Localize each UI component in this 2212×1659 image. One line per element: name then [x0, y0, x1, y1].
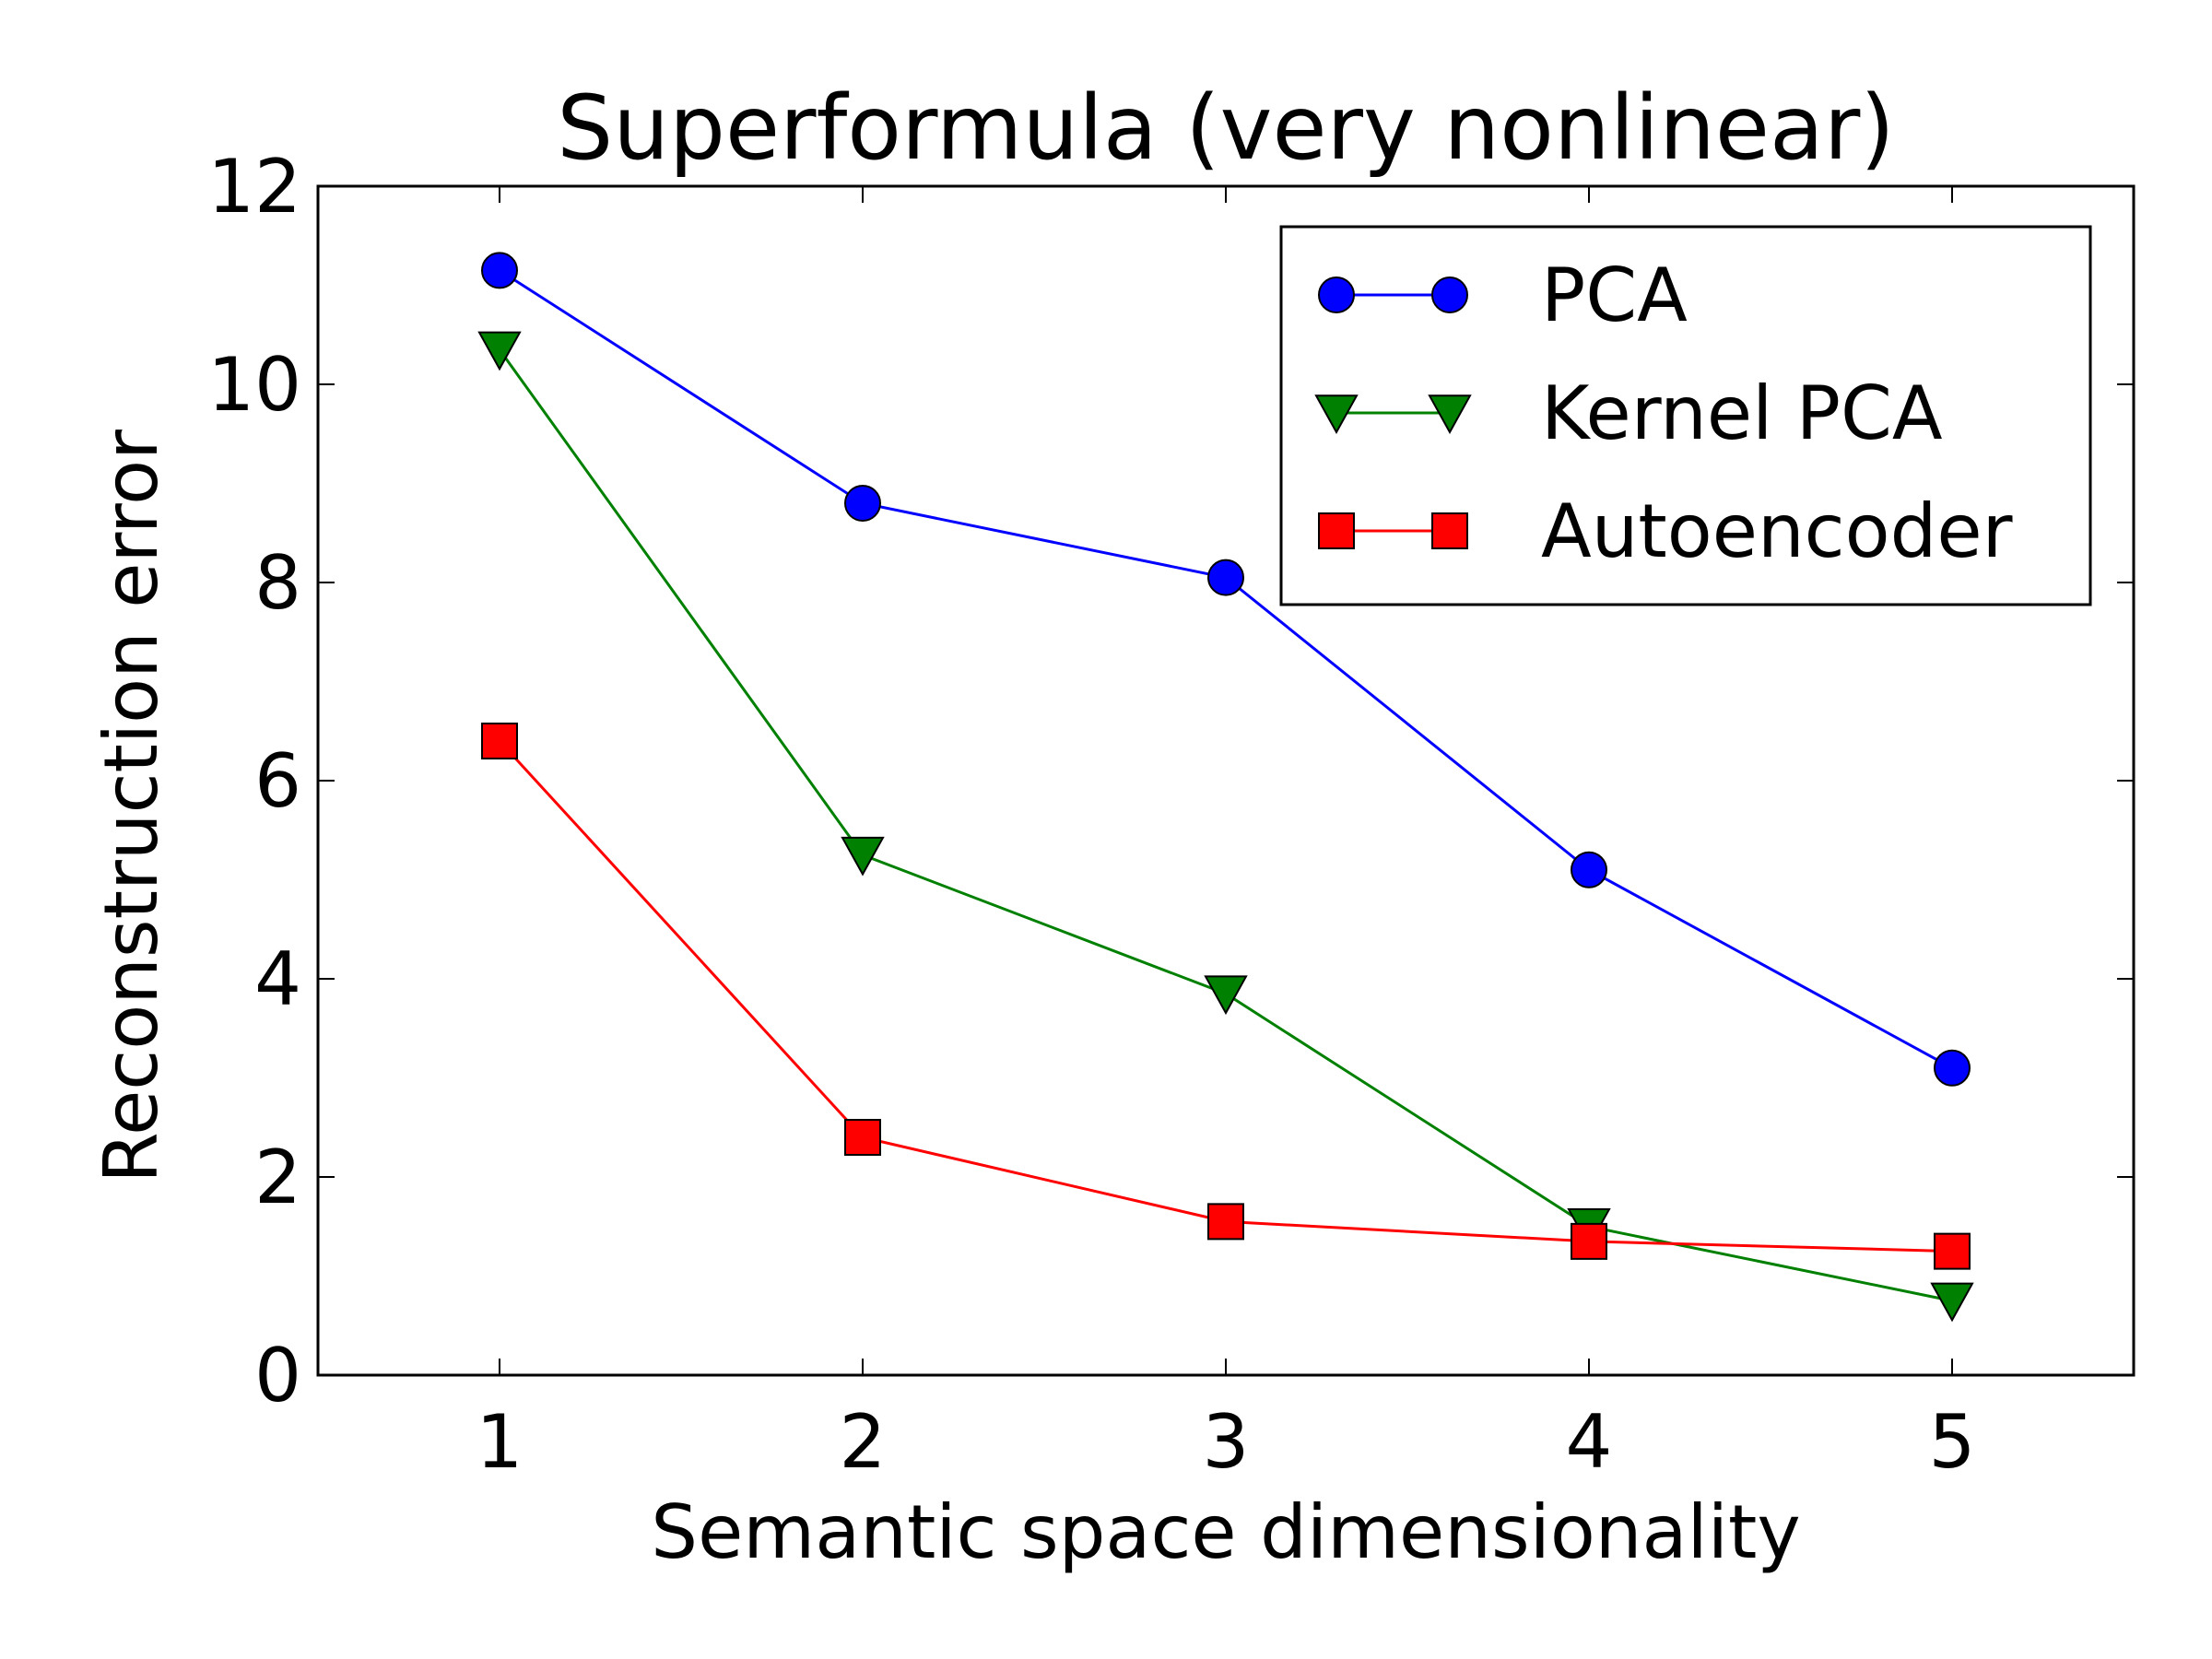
data-point-kernel-pca-2	[841, 836, 885, 877]
series-kernel-pca	[477, 331, 1974, 1323]
y-tick-label-2: 2	[254, 1135, 301, 1220]
data-point-autoencoder-5	[1934, 1232, 1971, 1270]
legend-marker-left-pca	[1318, 276, 1355, 313]
legend-marker-left-kernel-pca	[1314, 394, 1359, 434]
legend-label-pca: PCA	[1541, 253, 1688, 338]
data-point-pca-2	[844, 485, 881, 522]
data-point-kernel-pca-1	[477, 331, 522, 371]
x-tick-label-1: 1	[477, 1399, 524, 1485]
data-point-pca-5	[1934, 1049, 1971, 1087]
series-autoencoder	[481, 723, 1971, 1270]
x-axis-label: Semantic space dimensionality	[651, 1489, 1800, 1575]
data-point-autoencoder-4	[1571, 1222, 1607, 1260]
y-tick-label-12: 12	[207, 144, 301, 229]
y-tick-label-6: 6	[254, 738, 301, 824]
legend-label-kernel-pca: Kernel PCA	[1541, 371, 1943, 456]
series-pca	[481, 252, 1971, 1087]
data-point-autoencoder-1	[481, 723, 518, 759]
legend-box	[1279, 225, 2092, 606]
x-tick-label-3: 3	[1203, 1399, 1250, 1485]
x-tick-label-4: 4	[1566, 1399, 1613, 1485]
legend-label-autoencoder: Autoencoder	[1541, 488, 2013, 574]
y-tick-label-4: 4	[254, 936, 301, 1022]
data-point-pca-4	[1571, 851, 1607, 888]
chart-title: Superformula (very nonlinear)	[557, 76, 1894, 180]
legend: PCA Kernel PCA Autoencoder	[1279, 225, 2092, 606]
legend-marker-right-kernel-pca	[1428, 394, 1472, 434]
legend-item-kernel-pca: Kernel PCA	[1314, 371, 1943, 456]
data-point-kernel-pca-5	[1930, 1282, 1974, 1323]
data-point-autoencoder-3	[1207, 1203, 1244, 1241]
y-axis-label: Reconstruction error	[88, 429, 174, 1183]
y-tick-label-10: 10	[207, 342, 301, 428]
legend-marker-left-autoencoder	[1318, 512, 1355, 549]
data-point-autoencoder-2	[844, 1119, 881, 1156]
y-tick-label-0: 0	[254, 1333, 301, 1418]
x-tick-label-5: 5	[1929, 1399, 1976, 1485]
series-layer	[477, 252, 1974, 1323]
x-tick-label-2: 2	[840, 1399, 887, 1485]
data-point-pca-1	[481, 252, 518, 289]
legend-marker-right-pca	[1431, 276, 1468, 313]
data-point-pca-3	[1207, 559, 1244, 596]
y-tick-label-8: 8	[254, 540, 301, 626]
legend-marker-right-autoencoder	[1431, 512, 1468, 549]
legend-item-autoencoder: Autoencoder	[1318, 488, 2013, 574]
legend-item-pca: PCA	[1318, 253, 1688, 338]
data-point-kernel-pca-3	[1204, 975, 1248, 1016]
